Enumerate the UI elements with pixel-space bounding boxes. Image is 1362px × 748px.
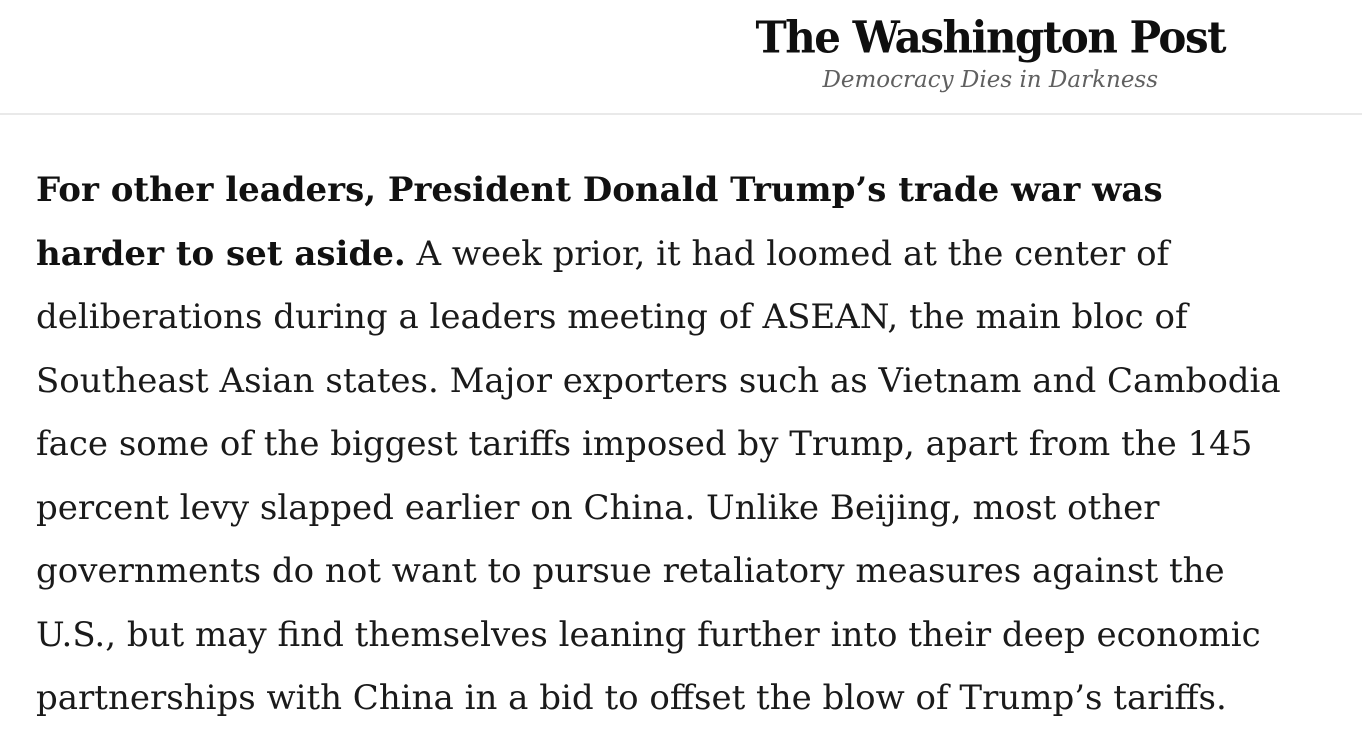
article-body: For other leaders, President Donald Trum… — [0, 159, 1362, 731]
body-text-segment: governments do not want to pursue retali… — [36, 551, 1225, 591]
paragraph-line: harder to set aside. A week prior, it ha… — [36, 223, 1332, 287]
body-text-segment: deliberations during a leaders meeting o… — [36, 297, 1188, 337]
paragraph-line: Southeast Asian states. Major exporters … — [36, 350, 1332, 414]
paragraph-line: partnerships with China in a bid to offs… — [36, 667, 1332, 731]
masthead: The Washington Post Democracy Dies in Da… — [755, 12, 1227, 113]
lede-bold-segment: harder to set aside. — [36, 233, 406, 274]
body-text-segment: face some of the biggest tariffs imposed… — [36, 424, 1253, 464]
lede-bold-segment: For other leaders, President Donald Trum… — [36, 170, 1163, 210]
body-text-segment: Southeast Asian states. Major exporters … — [36, 360, 1281, 401]
site-header: The Washington Post Democracy Dies in Da… — [0, 0, 1362, 115]
article-paragraph: For other leaders, President Donald Trum… — [36, 159, 1332, 731]
body-text-segment: A week prior, it had loomed at the cente… — [405, 233, 1170, 274]
body-text-segment: percent levy slapped earlier on China. U… — [36, 487, 1160, 528]
paragraph-line: U.S., but may find themselves leaning fu… — [36, 604, 1332, 668]
paragraph-line: deliberations during a leaders meeting o… — [36, 286, 1332, 350]
paragraph-line: percent levy slapped earlier on China. U… — [36, 477, 1332, 541]
tagline: Democracy Dies in Darkness — [822, 67, 1159, 93]
washington-post-logo[interactable]: The Washington Post — [755, 12, 1227, 63]
paragraph-line: face some of the biggest tariffs imposed… — [36, 413, 1332, 477]
paragraph-line: For other leaders, President Donald Trum… — [36, 159, 1332, 223]
body-text-segment: partnerships with China in a bid to offs… — [36, 678, 1227, 718]
body-text-segment: U.S., but may find themselves leaning fu… — [36, 614, 1261, 655]
paragraph-line: governments do not want to pursue retali… — [36, 540, 1332, 604]
